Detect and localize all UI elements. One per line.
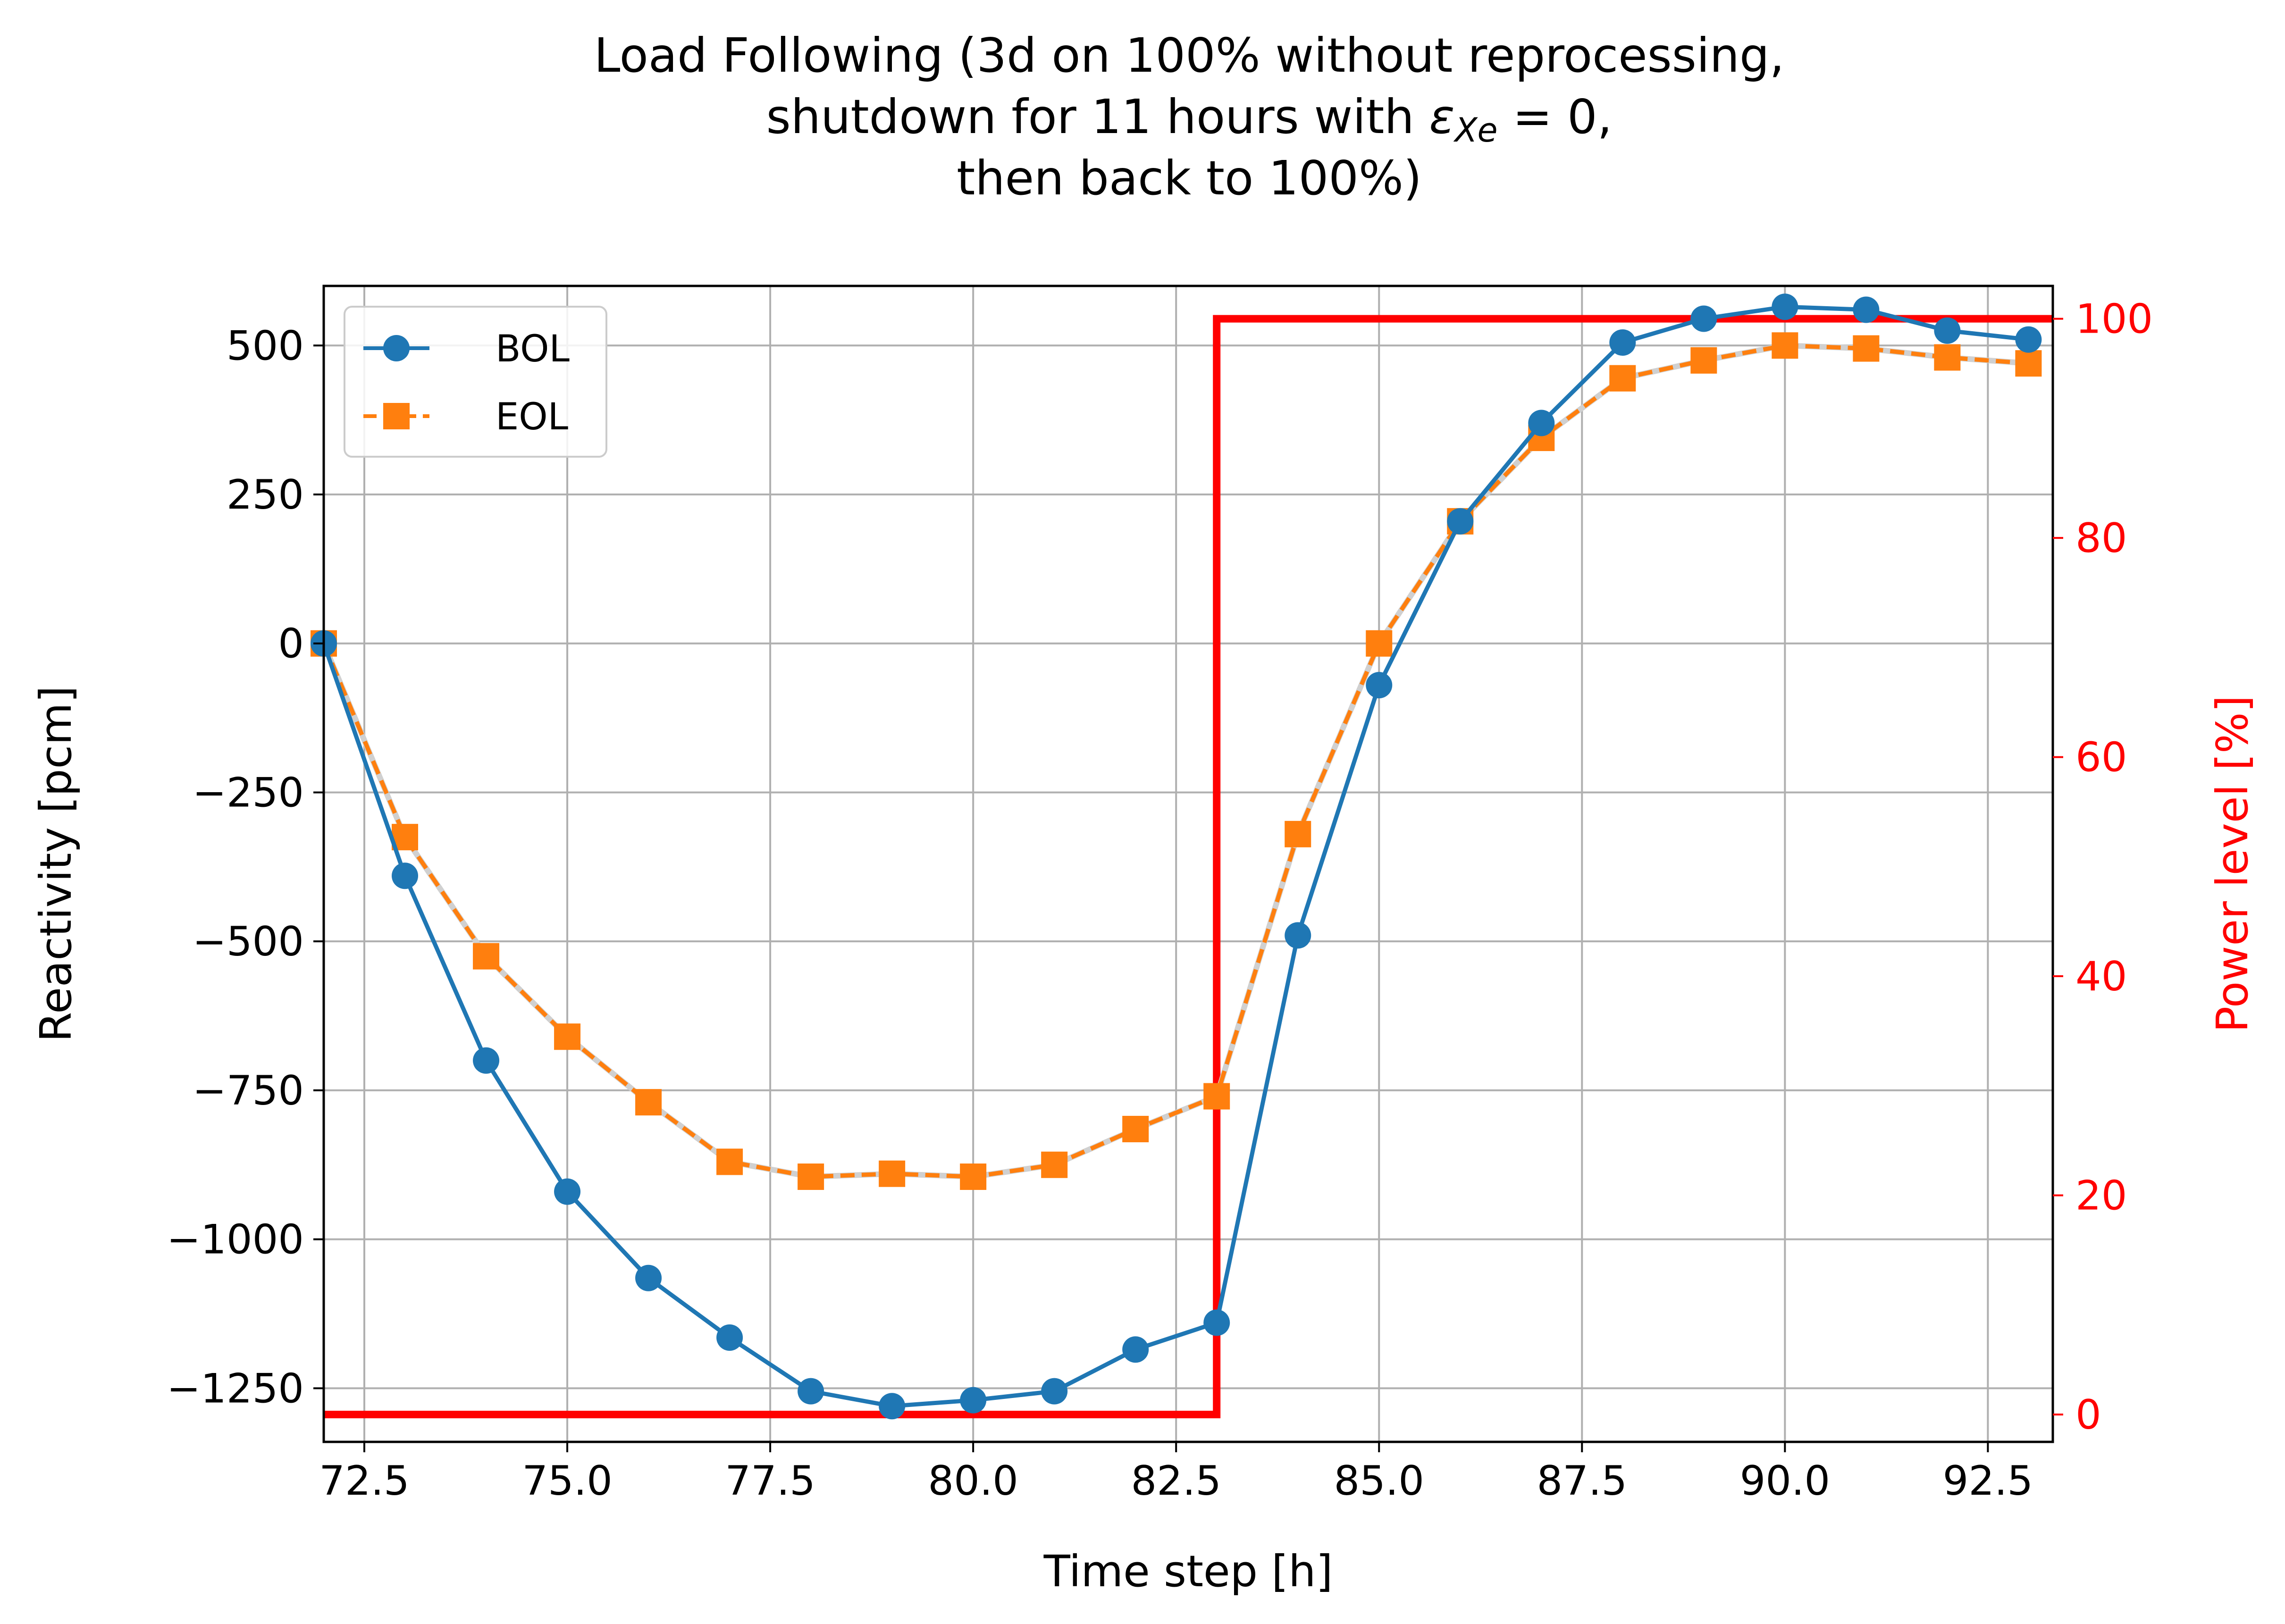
data-point-eol xyxy=(554,1023,581,1050)
y2-axis-label: Power level [%] xyxy=(2207,695,2258,1033)
data-point-eol xyxy=(1772,332,1798,359)
x-tick-label: 77.5 xyxy=(725,1457,815,1505)
power-level-line xyxy=(324,315,2053,1418)
series-bol xyxy=(311,293,2042,1420)
data-point-eol xyxy=(1285,820,1311,847)
data-point-bol xyxy=(1853,296,1880,323)
data-point-eol xyxy=(1853,335,1880,362)
data-point-eol xyxy=(1609,365,1636,392)
y2-tick-label: 60 xyxy=(2075,734,2127,781)
data-point-bol xyxy=(635,1264,662,1291)
data-point-bol xyxy=(1609,329,1636,356)
title-line-1: Load Following (3d on 100% without repro… xyxy=(594,28,1785,83)
data-point-bol xyxy=(1690,305,1717,332)
y-tick-label: −1250 xyxy=(167,1365,304,1412)
data-point-eol xyxy=(635,1089,662,1116)
data-point-eol xyxy=(473,943,500,970)
x-tick-label: 80.0 xyxy=(928,1457,1018,1505)
legend-box xyxy=(344,306,607,458)
x-axis-label: Time step [h] xyxy=(1043,1546,1333,1597)
data-point-eol xyxy=(798,1164,824,1190)
y-axis-ticks: 500 250 0 −250 −500 −750 −1000 −1250 xyxy=(167,322,324,1412)
data-point-bol xyxy=(716,1324,743,1351)
data-point-eol xyxy=(1203,1083,1230,1110)
title-math-subscript: Xe xyxy=(1453,111,1498,150)
data-point-bol xyxy=(1447,508,1474,535)
data-point-eol xyxy=(879,1160,906,1187)
x-tick-label: 75.0 xyxy=(522,1457,612,1505)
x-tick-label: 85.0 xyxy=(1334,1457,1424,1505)
x-axis-ticks: 72.5 75.0 77.5 80.0 82.5 85.0 87.5 90.0 92.5 xyxy=(319,1442,2033,1505)
data-point-eol xyxy=(1690,347,1717,374)
y2-tick-label: 80 xyxy=(2075,515,2127,562)
x-tick-label: 82.5 xyxy=(1131,1457,1221,1505)
y-tick-label: −1000 xyxy=(167,1216,304,1264)
x-tick-label: 72.5 xyxy=(319,1457,409,1505)
grid xyxy=(324,286,2053,1442)
data-point-bol xyxy=(473,1047,500,1074)
y-tick-label: 0 xyxy=(278,620,304,668)
y-tick-label: −250 xyxy=(193,769,304,816)
x-tick-label: 87.5 xyxy=(1537,1457,1627,1505)
data-point-eol xyxy=(1934,344,1961,371)
legend-entry-bol: BOL xyxy=(363,328,570,370)
data-point-bol xyxy=(1528,410,1555,436)
y2-tick-label: 100 xyxy=(2075,296,2153,343)
title-math-symbol: ε xyxy=(1429,89,1455,144)
series-eol-line xyxy=(321,343,2029,1179)
y-tick-label: 250 xyxy=(227,471,304,519)
legend: BOL EOL xyxy=(344,306,607,458)
legend-bol-label: BOL xyxy=(496,328,570,370)
data-point-bol xyxy=(1366,672,1393,699)
data-point-bol xyxy=(1041,1378,1068,1405)
series-layer xyxy=(311,293,2042,1420)
y2-tick-label: 0 xyxy=(2075,1391,2101,1439)
y-axis-label: Reactivity [pcm] xyxy=(31,686,81,1042)
data-point-eol xyxy=(716,1148,743,1175)
x-tick-label: 92.5 xyxy=(1943,1457,2033,1505)
data-point-eol xyxy=(960,1164,987,1190)
data-point-bol xyxy=(960,1387,987,1414)
legend-eol-marker xyxy=(383,403,410,429)
y2-tick-label: 20 xyxy=(2075,1172,2127,1219)
data-point-eol xyxy=(1041,1151,1068,1178)
data-point-bol xyxy=(879,1393,906,1420)
chart-title: Load Following (3d on 100% without repro… xyxy=(594,28,1785,206)
data-point-eol xyxy=(1122,1115,1149,1142)
data-point-bol xyxy=(1934,317,1961,344)
series-bol-line xyxy=(321,304,2029,1408)
y-tick-label: −750 xyxy=(193,1067,304,1114)
title-line-2-text: shutdown for 11 hours with xyxy=(766,89,1429,144)
data-point-eol xyxy=(2015,350,2042,377)
data-point-eol xyxy=(1366,630,1393,657)
legend-eol-label: EOL xyxy=(496,396,569,438)
plot-frame xyxy=(322,285,2054,1443)
data-point-bol xyxy=(1285,922,1311,949)
data-point-bol xyxy=(1772,293,1798,320)
data-point-bol xyxy=(798,1378,824,1405)
data-point-bol xyxy=(1122,1336,1149,1363)
y2-axis-ticks: 100 80 60 40 20 0 xyxy=(2053,296,2153,1439)
data-point-bol xyxy=(554,1178,581,1205)
title-line-2: shutdown for 11 hours with εXe = 0, xyxy=(766,89,1613,150)
x-tick-label: 90.0 xyxy=(1740,1457,1830,1505)
legend-entry-eol: EOL xyxy=(363,396,569,438)
y-tick-label: 500 xyxy=(227,322,304,369)
legend-bol-marker xyxy=(383,335,410,361)
title-math-tail: = 0, xyxy=(1498,89,1613,144)
data-point-bol xyxy=(1203,1309,1230,1336)
y-tick-label: −500 xyxy=(193,918,304,965)
data-point-bol xyxy=(392,862,419,889)
power-level-layer xyxy=(324,315,2053,1418)
title-line-3: then back to 100%) xyxy=(957,151,1422,206)
y2-tick-label: 40 xyxy=(2075,953,2127,1000)
data-point-bol xyxy=(2015,326,2042,353)
